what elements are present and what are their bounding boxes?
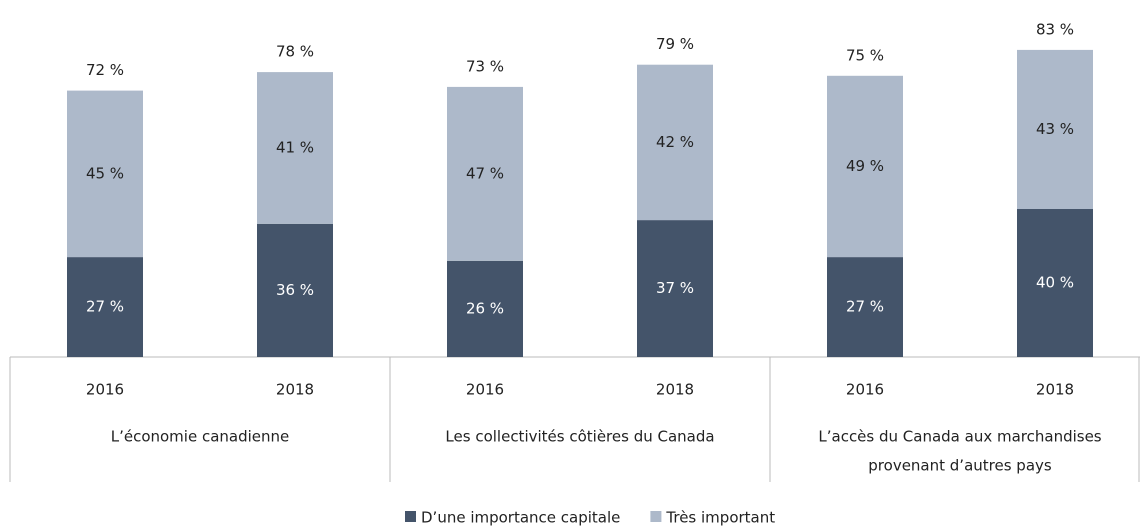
total-label: 73 % — [466, 57, 504, 75]
value-label: 45 % — [86, 164, 124, 182]
group-label: L’accès du Canada aux marchandises — [818, 428, 1101, 446]
x-tick-label: 2018 — [276, 381, 314, 399]
total-label: 79 % — [656, 35, 694, 53]
bar-segment — [447, 86, 523, 261]
value-label: 40 % — [1036, 274, 1074, 292]
bar-segment — [637, 220, 713, 357]
bar-segment — [257, 223, 333, 357]
bar-segment — [827, 257, 903, 357]
legend-label: D’une importance capitale — [421, 509, 620, 527]
bar-segment — [827, 75, 903, 258]
group-label: L’économie canadienne — [111, 428, 290, 446]
group-label: provenant d’autres pays — [868, 457, 1052, 475]
value-label: 27 % — [846, 298, 884, 316]
bar-segment — [637, 64, 713, 221]
total-label: 78 % — [276, 43, 314, 61]
value-label: 41 % — [276, 138, 314, 156]
legend-label: Très important — [665, 509, 775, 527]
total-label: 75 % — [846, 46, 884, 64]
x-tick-label: 2016 — [86, 381, 124, 399]
bar-segment — [1017, 49, 1093, 210]
bar-segment — [447, 260, 523, 357]
value-label: 47 % — [466, 164, 504, 182]
value-label: 37 % — [656, 279, 694, 297]
value-label: 42 % — [656, 133, 694, 151]
x-tick-label: 2018 — [656, 381, 694, 399]
value-label: 27 % — [86, 298, 124, 316]
bar-segment — [67, 257, 143, 357]
bar-segment — [1017, 209, 1093, 357]
legend-swatch — [405, 511, 416, 522]
x-tick-label: 2016 — [466, 381, 504, 399]
bar-segment — [67, 90, 143, 258]
legend-swatch — [650, 511, 662, 522]
value-label: 26 % — [466, 299, 504, 317]
group-label: Les collectivités côtières du Canada — [445, 428, 714, 446]
value-label: 43 % — [1036, 120, 1074, 138]
total-label: 72 % — [86, 61, 124, 79]
value-label: 36 % — [276, 281, 314, 299]
x-tick-label: 2016 — [846, 381, 884, 399]
x-tick-label: 2018 — [1036, 381, 1074, 399]
bar-segment — [257, 72, 333, 224]
value-label: 49 % — [846, 157, 884, 175]
total-label: 83 % — [1036, 20, 1074, 38]
